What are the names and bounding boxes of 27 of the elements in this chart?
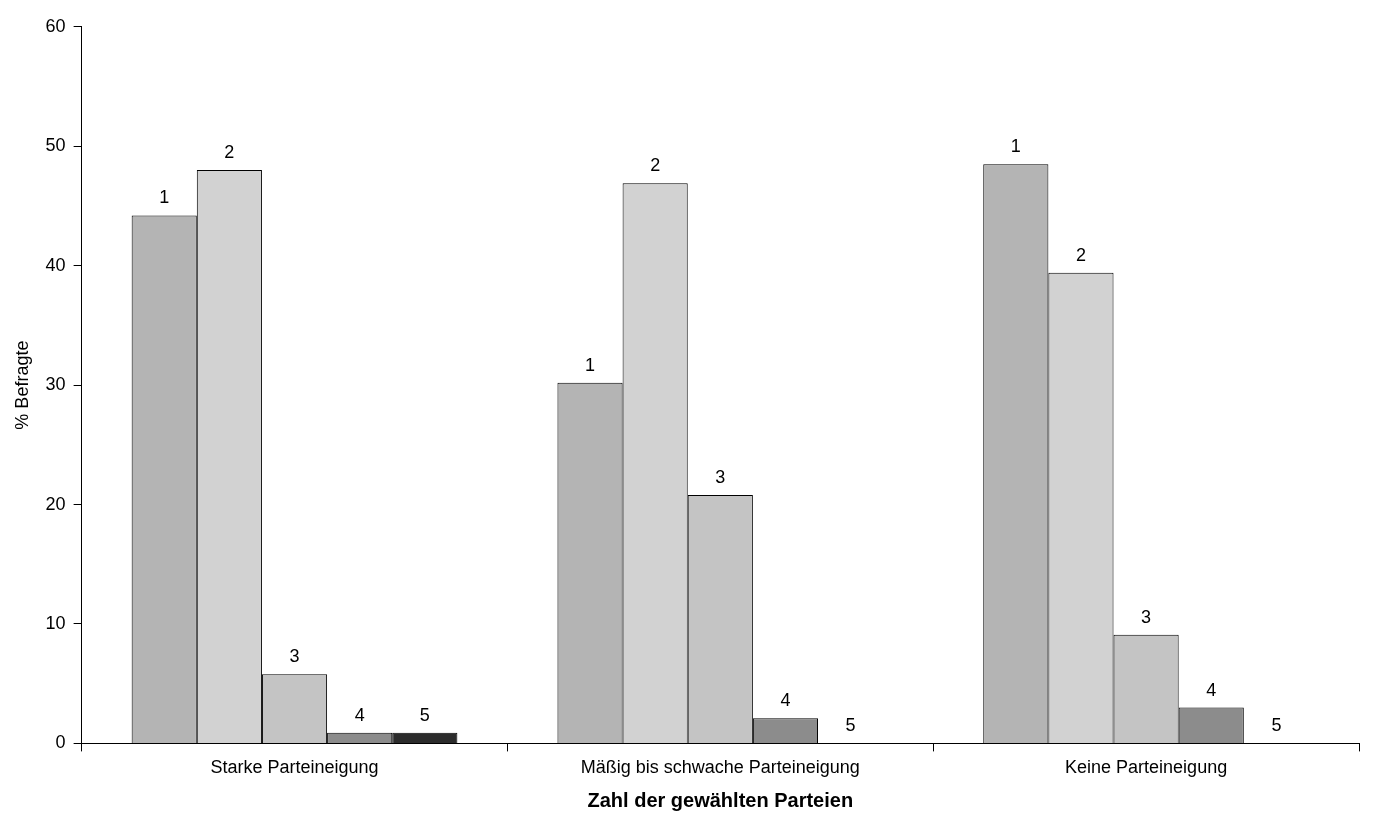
text: 2 <box>650 155 661 176</box>
x-tick-label: Keine Parteineigung <box>1065 757 1228 778</box>
series-label: 1 <box>585 354 596 375</box>
text: 3 <box>1141 606 1152 627</box>
series-label: 4 <box>354 704 365 725</box>
text: 2 <box>224 142 235 163</box>
y-tick-label: 40 <box>45 254 66 275</box>
y-tick-label: 60 <box>45 15 66 36</box>
series-label: 2 <box>1075 244 1086 265</box>
y-tick-label: 50 <box>45 135 66 156</box>
y-tick-label: 10 <box>45 612 66 633</box>
text: 5 <box>845 715 856 736</box>
text: 5 <box>1271 715 1282 736</box>
text: 4 <box>1206 679 1217 700</box>
text: 1 <box>1010 136 1021 157</box>
text: 3 <box>715 466 726 487</box>
series-label: 3 <box>289 646 300 667</box>
x-axis-title: Zahl der gewählten Parteien <box>587 788 854 811</box>
x-tick-label: Starke Parteineigung <box>210 757 379 778</box>
y-tick-label: 30 <box>45 374 66 395</box>
text: 4 <box>780 690 791 711</box>
y-tick-label: 20 <box>45 493 66 514</box>
series-label: 5 <box>419 704 430 725</box>
y-tick-label: 0 <box>55 732 66 753</box>
text: 1 <box>159 187 170 208</box>
x-tick-label: Mäßig bis schwache Parteineigung <box>580 757 860 778</box>
y-axis-title: % Befragte <box>11 340 32 430</box>
